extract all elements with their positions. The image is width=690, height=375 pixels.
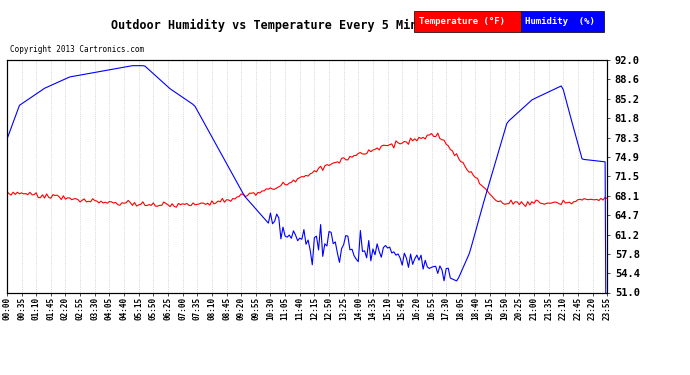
Text: Outdoor Humidity vs Temperature Every 5 Minutes 20130601: Outdoor Humidity vs Temperature Every 5 …: [111, 19, 510, 32]
Text: Temperature (°F): Temperature (°F): [420, 17, 505, 26]
Text: Copyright 2013 Cartronics.com: Copyright 2013 Cartronics.com: [10, 45, 144, 54]
Text: Humidity  (%): Humidity (%): [525, 17, 595, 26]
